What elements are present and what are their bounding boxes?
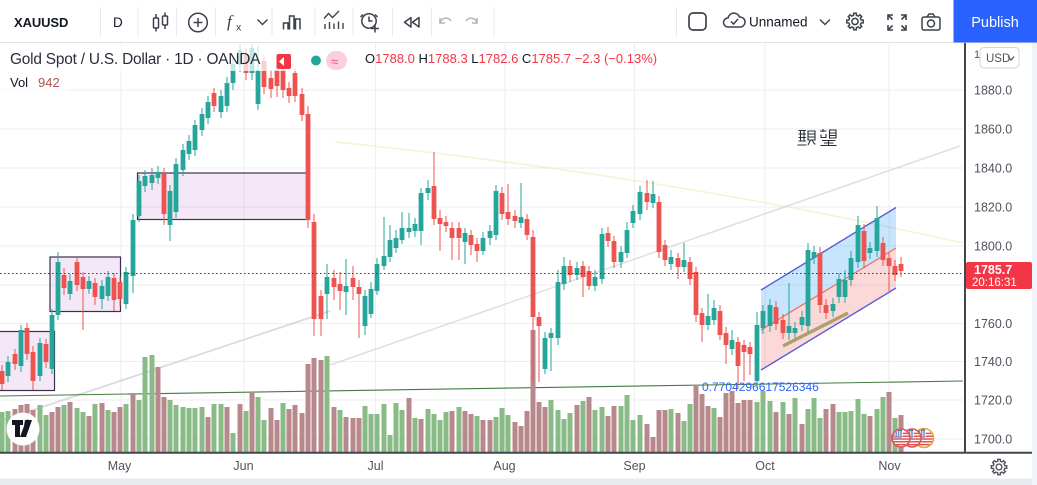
svg-text:1880.0: 1880.0	[974, 84, 1012, 98]
svg-text:1840.0: 1840.0	[974, 162, 1012, 176]
svg-text:942: 942	[38, 75, 60, 90]
svg-text:USD: USD	[986, 53, 1010, 65]
svg-text:1720.0: 1720.0	[974, 394, 1012, 408]
svg-text:0.7704296617526346: 0.7704296617526346	[702, 380, 819, 394]
svg-text:Jul: Jul	[368, 459, 384, 473]
svg-text:Jun: Jun	[233, 459, 253, 473]
svg-text:Sep: Sep	[623, 459, 645, 473]
svg-text:1740.0: 1740.0	[974, 355, 1012, 369]
svg-text:May: May	[108, 459, 132, 473]
svg-text:Oct: Oct	[755, 459, 775, 473]
svg-text:1700.0: 1700.0	[974, 433, 1012, 447]
svg-text:Gold Spot / U.S. Dollar · 1D ·: Gold Spot / U.S. Dollar · 1D · OANDA	[10, 51, 261, 68]
svg-text:D: D	[113, 15, 123, 30]
svg-text:1760.0: 1760.0	[974, 317, 1012, 331]
svg-text:f: f	[227, 12, 234, 31]
svg-text:Nov: Nov	[878, 459, 901, 473]
svg-text:≈: ≈	[331, 54, 338, 69]
svg-text:20:16:31: 20:16:31	[972, 277, 1017, 289]
svg-text:O1788.0 H1788.3 L1782.6 C1785.: O1788.0 H1788.3 L1782.6 C1785.7 −2.3 (−0…	[365, 51, 657, 66]
svg-text:x: x	[236, 22, 242, 34]
svg-text:Publish: Publish	[971, 15, 1019, 31]
svg-text:1820.0: 1820.0	[974, 201, 1012, 215]
svg-text:Unnamed: Unnamed	[749, 15, 808, 30]
svg-text:1785.7: 1785.7	[974, 263, 1012, 277]
svg-text:Vol: Vol	[10, 75, 28, 90]
svg-text:XAUUSD: XAUUSD	[14, 15, 68, 30]
svg-text:1800.0: 1800.0	[974, 240, 1012, 254]
svg-text:1: 1	[974, 49, 980, 61]
svg-text:Aug: Aug	[493, 459, 515, 473]
svg-text:1860.0: 1860.0	[974, 123, 1012, 137]
